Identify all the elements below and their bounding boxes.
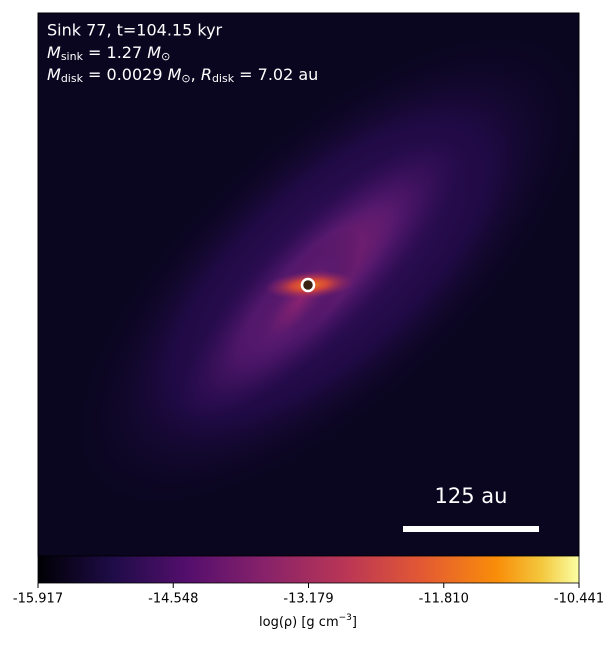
density-map bbox=[38, 13, 579, 556]
colorbar-label: log(ρ) [g cm−3] bbox=[259, 613, 357, 630]
colorbar-tick-label: -13.179 bbox=[283, 592, 333, 607]
colorbar-tick-label: -10.441 bbox=[554, 592, 604, 607]
scale-bar-label: 125 au bbox=[435, 484, 508, 508]
colorbar bbox=[37, 555, 580, 584]
scale-bar bbox=[403, 526, 539, 532]
colorbar-tick-label: -14.548 bbox=[148, 592, 198, 607]
sink bbox=[300, 277, 316, 293]
sink-mass: Msink = 1.27 M⊙ bbox=[47, 43, 170, 64]
colorbar-tick-label: -15.917 bbox=[13, 592, 63, 607]
colorbar-tick-label: -11.810 bbox=[419, 592, 469, 607]
disk-info: Mdisk = 0.0029 M⊙, Rdisk = 7.02 au bbox=[47, 65, 318, 86]
title: Sink 77, t=104.15 kyr bbox=[47, 21, 223, 40]
